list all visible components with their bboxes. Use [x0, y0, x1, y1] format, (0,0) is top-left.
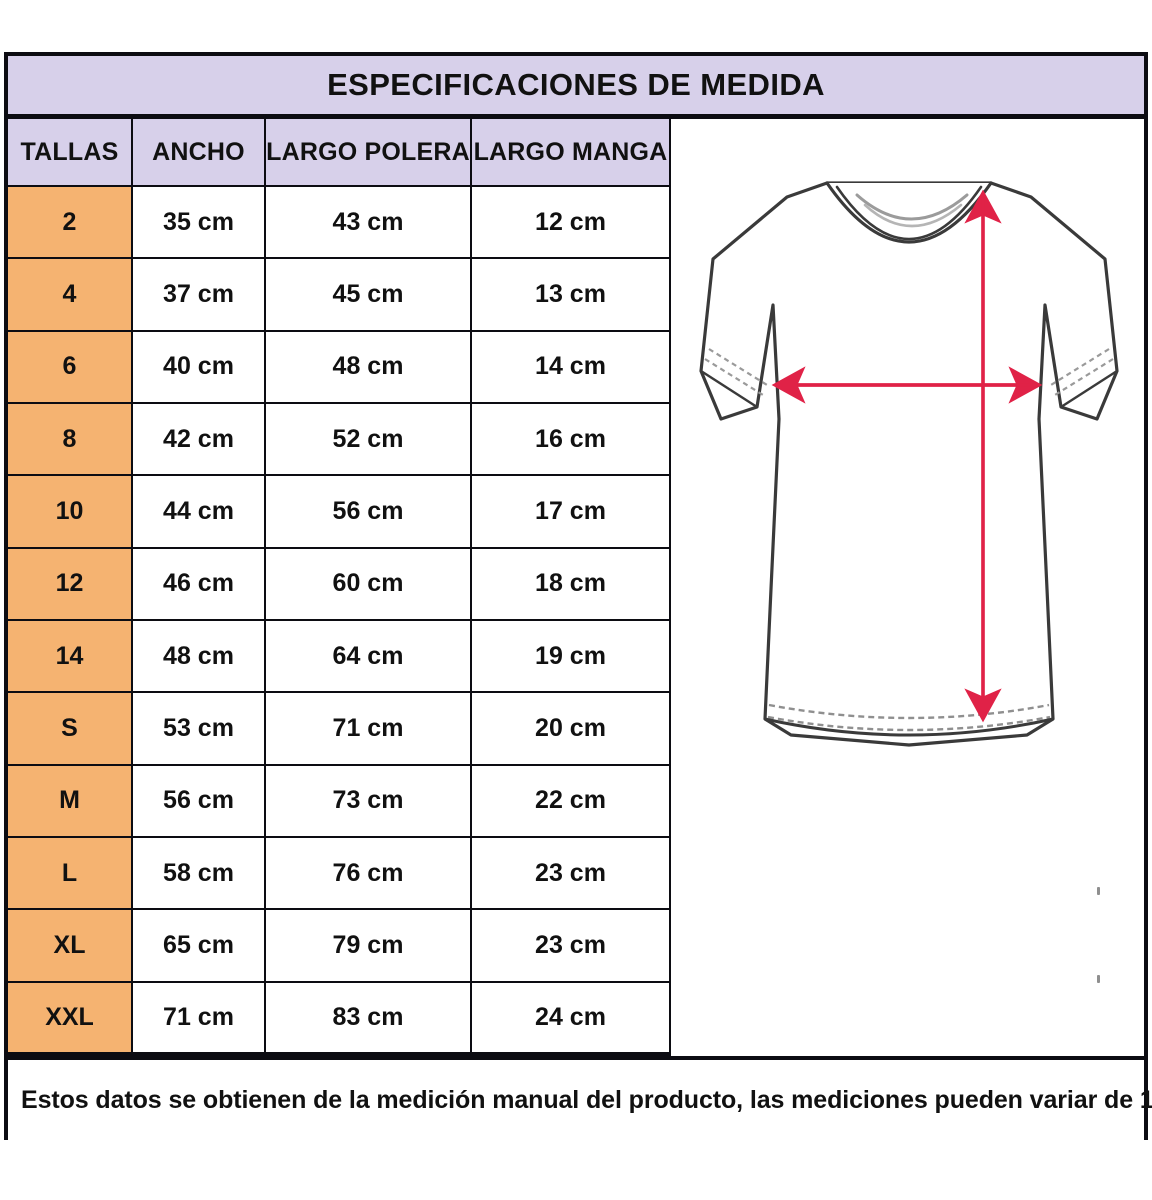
- tshirt-illustration-cell: [671, 119, 1144, 1056]
- collar-back-line-2: [863, 203, 963, 228]
- chart-body: TALLAS ANCHO LARGO POLERA LARGO MANGA 2 …: [8, 119, 1144, 1136]
- left-sleeve-hem-edge: [700, 369, 758, 409]
- table-row: 8 42 cm 52 cm 16 cm: [8, 401, 673, 477]
- table-row: 2 35 cm 43 cm 12 cm: [8, 184, 673, 260]
- shirt-body-outline: [699, 181, 1119, 747]
- page-title: ESPECIFICACIONES DE MEDIDA: [327, 67, 825, 102]
- cell-ancho: 42 cm: [131, 401, 266, 477]
- left-sleeve-stitch-1: [704, 358, 764, 396]
- chart-title-band: ESPECIFICACIONES DE MEDIDA: [8, 56, 1144, 119]
- cell-ancho: 37 cm: [131, 257, 266, 332]
- table-row: 6 40 cm 48 cm 14 cm: [8, 329, 673, 404]
- cell-ancho: 71 cm: [131, 980, 266, 1057]
- cell-talla: XXL: [8, 980, 133, 1057]
- size-chart-frame: ESPECIFICACIONES DE MEDIDA TALLAS ANCHO …: [4, 52, 1152, 1140]
- cell-largo-manga: 23 cm: [470, 835, 673, 911]
- column-header-largo-polera: LARGO POLERA: [264, 119, 472, 187]
- cell-talla: M: [8, 763, 133, 838]
- column-header-largo-manga: LARGO MANGA: [470, 119, 673, 187]
- cell-largo-manga: 19 cm: [470, 618, 673, 694]
- bottom-hem-stitch-2: [767, 715, 1051, 732]
- cell-ancho: 46 cm: [131, 546, 266, 621]
- right-sleeve-stitch-1: [1054, 358, 1114, 396]
- measurements-table: TALLAS ANCHO LARGO POLERA LARGO MANGA 2 …: [8, 119, 673, 1057]
- cell-talla: 6: [8, 329, 133, 404]
- table-header: TALLAS ANCHO LARGO POLERA LARGO MANGA: [8, 119, 673, 187]
- table-header-row: TALLAS ANCHO LARGO POLERA LARGO MANGA: [8, 119, 673, 187]
- cell-talla: 8: [8, 401, 133, 477]
- cell-largo-manga: 22 cm: [470, 763, 673, 838]
- cell-largo-manga: 16 cm: [470, 401, 673, 477]
- left-sleeve-stitch-2: [708, 348, 768, 386]
- collar-inner: [835, 185, 983, 241]
- artifact-speck: [1097, 975, 1100, 983]
- cell-largo-polera: 79 cm: [264, 908, 472, 983]
- table-row: 14 48 cm 64 cm 19 cm: [8, 618, 673, 694]
- cell-largo-manga: 14 cm: [470, 329, 673, 404]
- footnote-text: Estos datos se obtienen de la medición m…: [21, 1085, 1152, 1114]
- cell-largo-manga: 17 cm: [470, 474, 673, 549]
- table-row: M 56 cm 73 cm 22 cm: [8, 763, 673, 838]
- cell-largo-polera: 73 cm: [264, 763, 472, 838]
- column-header-ancho: ANCHO: [131, 119, 266, 187]
- cell-ancho: 53 cm: [131, 691, 266, 766]
- bottom-hem-edge: [764, 717, 1054, 737]
- cell-ancho: 44 cm: [131, 474, 266, 549]
- cell-talla: 14: [8, 618, 133, 694]
- table-body: 2 35 cm 43 cm 12 cm 4 37 cm 45 cm 13 cm …: [8, 184, 673, 1057]
- cell-ancho: 40 cm: [131, 329, 266, 404]
- cell-largo-manga: 18 cm: [470, 546, 673, 621]
- cell-talla: XL: [8, 908, 133, 983]
- cell-ancho: 58 cm: [131, 835, 266, 911]
- cell-talla: 2: [8, 184, 133, 260]
- cell-ancho: 48 cm: [131, 618, 266, 694]
- table-row: S 53 cm 71 cm 20 cm: [8, 691, 673, 766]
- right-sleeve-hem-edge: [1060, 369, 1118, 409]
- cell-talla: 10: [8, 474, 133, 549]
- cell-largo-polera: 48 cm: [264, 329, 472, 404]
- cell-largo-polera: 60 cm: [264, 546, 472, 621]
- table-row: L 58 cm 76 cm 23 cm: [8, 835, 673, 911]
- cell-largo-manga: 23 cm: [470, 908, 673, 983]
- table-row: XXL 71 cm 83 cm 24 cm: [8, 980, 673, 1057]
- tshirt-icon: [699, 181, 1119, 747]
- cell-talla: L: [8, 835, 133, 911]
- table-row: 4 37 cm 45 cm 13 cm: [8, 257, 673, 332]
- cell-largo-polera: 52 cm: [264, 401, 472, 477]
- cell-largo-polera: 43 cm: [264, 184, 472, 260]
- cell-largo-polera: 76 cm: [264, 835, 472, 911]
- cell-ancho: 35 cm: [131, 184, 266, 260]
- bottom-hem-stitch-1: [768, 703, 1050, 720]
- artifact-speck: [1097, 887, 1100, 895]
- cell-talla: 4: [8, 257, 133, 332]
- cell-largo-polera: 83 cm: [264, 980, 472, 1057]
- footnote-band: Estos datos se obtienen de la medición m…: [8, 1056, 1152, 1140]
- table-row: 12 46 cm 60 cm 18 cm: [8, 546, 673, 621]
- collar-back-line-1: [855, 193, 969, 221]
- cell-largo-manga: 12 cm: [470, 184, 673, 260]
- table-row: 10 44 cm 56 cm 17 cm: [8, 474, 673, 549]
- cell-largo-manga: 24 cm: [470, 980, 673, 1057]
- cell-ancho: 56 cm: [131, 763, 266, 838]
- right-sleeve-stitch-2: [1050, 348, 1110, 386]
- cell-largo-polera: 71 cm: [264, 691, 472, 766]
- cell-largo-manga: 20 cm: [470, 691, 673, 766]
- cell-largo-manga: 13 cm: [470, 257, 673, 332]
- cell-ancho: 65 cm: [131, 908, 266, 983]
- cell-talla: S: [8, 691, 133, 766]
- cell-largo-polera: 64 cm: [264, 618, 472, 694]
- column-header-tallas: TALLAS: [8, 119, 133, 187]
- cell-talla: 12: [8, 546, 133, 621]
- table-row: XL 65 cm 79 cm 23 cm: [8, 908, 673, 983]
- cell-largo-polera: 56 cm: [264, 474, 472, 549]
- cell-largo-polera: 45 cm: [264, 257, 472, 332]
